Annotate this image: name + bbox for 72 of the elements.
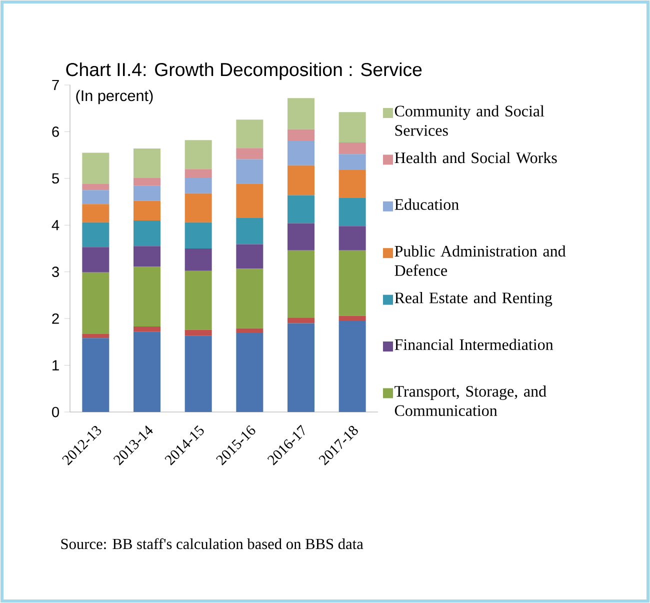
bar <box>338 112 366 142</box>
legend-label: Transport, Storage, and Communication <box>394 385 546 416</box>
bar <box>288 250 314 318</box>
bar <box>288 195 314 224</box>
y-tick-label: 4 <box>52 220 60 230</box>
bar <box>236 120 264 148</box>
bar <box>82 334 110 338</box>
bar <box>82 247 110 272</box>
bar <box>338 198 366 226</box>
bar <box>82 222 110 248</box>
bar <box>338 154 366 170</box>
bar <box>82 272 110 334</box>
bar <box>82 184 110 190</box>
bar <box>82 204 110 222</box>
bar <box>184 169 212 178</box>
bar <box>236 244 264 269</box>
bar <box>134 326 161 332</box>
y-tick-label: 1 <box>52 360 59 370</box>
bar <box>288 318 314 324</box>
bar <box>134 266 161 327</box>
bar <box>134 220 161 246</box>
y-tick-label: 6 <box>52 126 59 137</box>
bar <box>184 140 212 170</box>
bar <box>338 320 366 412</box>
bar <box>288 141 314 166</box>
bar <box>288 165 314 196</box>
bar <box>236 268 264 328</box>
bar <box>288 223 314 250</box>
bar <box>82 152 110 184</box>
bar <box>338 226 366 250</box>
bar <box>134 200 161 220</box>
bar <box>338 250 366 316</box>
bar <box>184 330 212 336</box>
y-tick-label: 7 <box>52 80 59 90</box>
bar <box>288 129 314 142</box>
bar <box>184 336 212 412</box>
bar <box>288 323 314 412</box>
legend-label: Financial Intermediation <box>394 338 554 350</box>
legend-label: Real Estate and Renting <box>394 292 552 307</box>
bar <box>236 333 264 412</box>
legend-label: Health and Social Works <box>394 152 557 164</box>
bar <box>236 159 264 184</box>
bar <box>184 177 212 194</box>
bar <box>236 218 264 244</box>
source-note: Source: BB staff's calculation based on BBS data <box>61 538 364 550</box>
legend-label: Community and Social Services <box>394 105 544 136</box>
bar <box>82 338 110 412</box>
y-tick-label: 0 <box>52 406 60 418</box>
bar <box>338 316 366 320</box>
bar <box>338 142 366 154</box>
bar <box>184 248 212 271</box>
bar <box>236 184 264 218</box>
bar <box>288 98 314 130</box>
chart-subtitle: (In percent) <box>76 90 153 104</box>
bar <box>184 270 212 330</box>
bar <box>134 178 161 186</box>
bar <box>184 193 212 222</box>
y-tick-label: 2 <box>52 313 59 324</box>
bar <box>134 148 161 178</box>
chart-title: Chart II.4: Growth Decomposition : Service <box>66 62 422 80</box>
y-tick-label: 5 <box>52 173 59 184</box>
bar <box>236 328 264 334</box>
bar <box>338 170 366 198</box>
bar <box>134 246 161 267</box>
bar <box>236 148 264 160</box>
legend-label: Public Administration and Defence <box>394 245 566 276</box>
bar <box>82 190 110 204</box>
y-tick-label: 3 <box>52 266 59 278</box>
bar <box>184 222 212 248</box>
bar <box>134 186 161 201</box>
legend-label: Education <box>394 198 459 210</box>
bar <box>134 332 161 412</box>
